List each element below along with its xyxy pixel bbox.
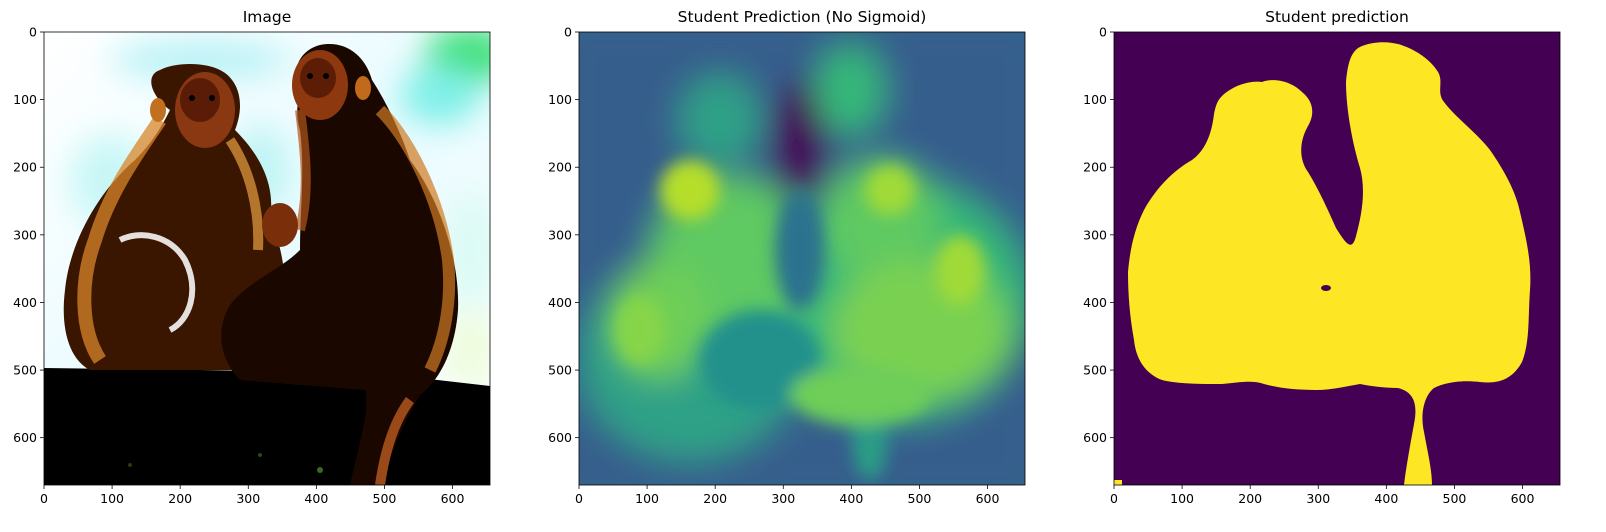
panel-title: Student Prediction (No Sigmoid) [678, 8, 927, 26]
x-tick-label: 300 [771, 491, 795, 506]
x-tick-label: 600 [441, 491, 465, 506]
heatmap-content [579, 32, 1025, 485]
x-tick-label: 100 [635, 491, 659, 506]
x-tick-label: 500 [908, 491, 932, 506]
x-tick-label: 0 [1110, 491, 1118, 506]
y-tick-label: 200 [13, 160, 37, 175]
axis-ticks: 0 100 200 300 400 500 600 0 100 200 300 400 500 600 [13, 25, 464, 507]
panel-heatmap-mask: Student prediction 0 100 200 300 400 500 600 0 1… [1083, 8, 1561, 507]
x-tick-label: 300 [1306, 491, 1330, 506]
x-tick-label: 200 [168, 491, 192, 506]
axis-ticks: 0 100 200 300 400 500 600 0 100 200 300 400 500 600 [1083, 25, 1534, 507]
panel-title: Student prediction [1265, 8, 1409, 26]
y-tick-label: 100 [1083, 92, 1107, 107]
x-tick-label: 600 [976, 491, 1000, 506]
x-tick-label: 0 [40, 491, 48, 506]
y-tick-label: 300 [1083, 227, 1107, 242]
y-tick-label: 600 [1083, 430, 1107, 445]
x-tick-label: 200 [703, 491, 727, 506]
axes-frame [1113, 31, 1561, 486]
y-tick-label: 600 [548, 430, 572, 445]
panel-heatmap-raw: Student Prediction (No Sigmoid) [548, 8, 1026, 507]
y-tick-label: 500 [1083, 363, 1107, 378]
axes-frame [578, 31, 1026, 486]
y-tick-label: 300 [548, 227, 572, 242]
x-tick-label: 400 [839, 491, 863, 506]
y-tick-label: 200 [1083, 160, 1107, 175]
y-tick-label: 0 [564, 25, 572, 40]
x-tick-label: 100 [100, 491, 124, 506]
x-tick-label: 500 [373, 491, 397, 506]
y-tick-label: 0 [1099, 25, 1107, 40]
y-tick-label: 100 [13, 92, 37, 107]
x-tick-label: 400 [304, 491, 328, 506]
panel-title: Image [243, 8, 292, 26]
mask-content [1114, 32, 1560, 485]
x-tick-label: 200 [1238, 491, 1262, 506]
x-tick-label: 0 [575, 491, 583, 506]
x-tick-label: 500 [1443, 491, 1467, 506]
y-tick-label: 600 [13, 430, 37, 445]
y-tick-label: 200 [548, 160, 572, 175]
y-tick-label: 400 [548, 295, 572, 310]
y-tick-label: 500 [548, 363, 572, 378]
axes-frame [43, 31, 491, 486]
x-tick-label: 100 [1170, 491, 1194, 506]
x-tick-label: 400 [1374, 491, 1398, 506]
image-content [44, 32, 490, 485]
axis-ticks: 0 100 200 300 400 500 600 0 100 200 300 400 500 600 [548, 25, 999, 507]
y-tick-label: 100 [548, 92, 572, 107]
y-tick-label: 500 [13, 363, 37, 378]
y-tick-label: 400 [13, 295, 37, 310]
y-tick-label: 300 [13, 227, 37, 242]
y-tick-label: 400 [1083, 295, 1107, 310]
x-tick-label: 300 [236, 491, 260, 506]
x-tick-label: 600 [1511, 491, 1535, 506]
panel-image: Image [13, 8, 491, 507]
y-tick-label: 0 [29, 25, 37, 40]
